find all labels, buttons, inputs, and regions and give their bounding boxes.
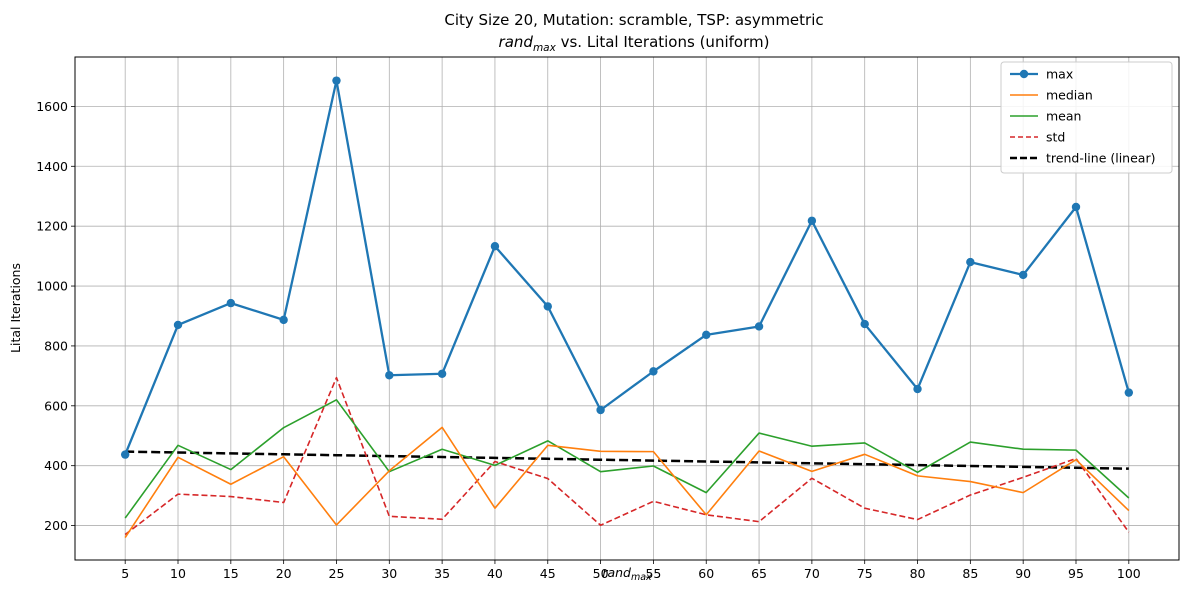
data-point-max (226, 298, 236, 308)
x-tick-label: 15 (223, 566, 239, 581)
data-point-max (966, 257, 975, 267)
series-line-max (124, 79, 1130, 456)
legend-box (1000, 61, 1173, 174)
plot-frame (74, 56, 1180, 561)
x-tick-label: 35 (434, 566, 450, 581)
subtitle-math-sub: max (533, 42, 557, 54)
x-tick-label: 50 (593, 566, 609, 581)
y-axis-label: Lital Iterations (8, 263, 23, 353)
y-tick-label: 800 (44, 338, 68, 353)
y-tick-label: 1200 (36, 219, 68, 234)
chart-subtitle: randmax vs. Lital Iterations (uniform) (499, 33, 770, 54)
x-tick-label: 20 (276, 566, 292, 581)
grid (75, 57, 1179, 560)
legend-label: trend-line (linear) (1046, 151, 1155, 166)
x-tick-label: 75 (857, 566, 873, 581)
x-tick-label: 85 (962, 566, 978, 581)
legend-marker (1019, 69, 1029, 79)
data-point-max (437, 369, 447, 378)
data-point-max (596, 405, 605, 415)
y-tick-label: 1000 (36, 279, 68, 294)
data-point-max (754, 322, 764, 331)
x-tick-label: 95 (1068, 566, 1084, 581)
data-point-max (332, 76, 341, 85)
legend: max median mean std trend-line (linear) (1000, 61, 1173, 174)
data-point-max (279, 315, 288, 325)
data-point-max (1124, 388, 1134, 397)
x-tick-label: 55 (645, 566, 661, 581)
axis-ticks: 5 10 15 20 25 30 35 40 45 50 55 60 65 70 75 80 85 90 95 100… (36, 99, 1141, 581)
series-line-std (124, 376, 1130, 536)
y-tick-label: 400 (44, 458, 68, 473)
legend-label: mean (1046, 109, 1081, 124)
data-point-max (702, 330, 711, 340)
data-point-max (913, 384, 922, 394)
x-tick-label: 10 (170, 566, 186, 581)
subtitle-text: vs. Lital Iterations (uniform) (561, 33, 770, 51)
legend-label: max (1046, 67, 1073, 82)
legend-label: median (1046, 88, 1093, 103)
data-point-max (385, 371, 394, 380)
y-tick-label: 600 (44, 398, 68, 413)
y-tick-label: 1600 (36, 99, 68, 114)
legend-label: std (1046, 130, 1065, 145)
x-tick-label: 60 (698, 566, 714, 581)
series-line-mean (124, 399, 1130, 519)
chart-title: City Size 20, Mutation: scramble, TSP: a… (444, 11, 823, 29)
x-axis-label: randmax (602, 565, 652, 583)
data-point-max (649, 367, 658, 376)
data-point-max (490, 242, 500, 251)
data-point-max (1018, 270, 1028, 280)
y-tick-label: 200 (44, 518, 68, 533)
x-tick-label: 80 (910, 566, 926, 581)
data-point-max (1071, 202, 1081, 212)
subtitle-math-base: rand (499, 33, 534, 51)
data-point-max (807, 216, 817, 225)
series-line-median (124, 426, 1130, 538)
x-tick-label: 100 (1117, 566, 1141, 581)
series-line-trend-line-linear (125, 450, 1129, 470)
x-tick-label: 30 (381, 566, 397, 581)
y-tick-label: 1400 (36, 159, 68, 174)
series-layer (120, 76, 1134, 538)
data-point-max (173, 320, 183, 330)
x-tick-label: 45 (540, 566, 556, 581)
x-tick-label: 25 (329, 566, 345, 581)
data-point-max (543, 302, 552, 311)
data-point-max (120, 450, 130, 459)
x-tick-label: 40 (487, 566, 503, 581)
xlabel-math-sub: max (631, 572, 652, 583)
xlabel-math-base: rand (602, 565, 631, 580)
data-point-max (860, 319, 869, 329)
x-tick-label: 65 (751, 566, 767, 581)
x-tick-label: 90 (1015, 566, 1031, 581)
x-tick-label: 5 (121, 566, 129, 581)
x-tick-label: 70 (804, 566, 820, 581)
